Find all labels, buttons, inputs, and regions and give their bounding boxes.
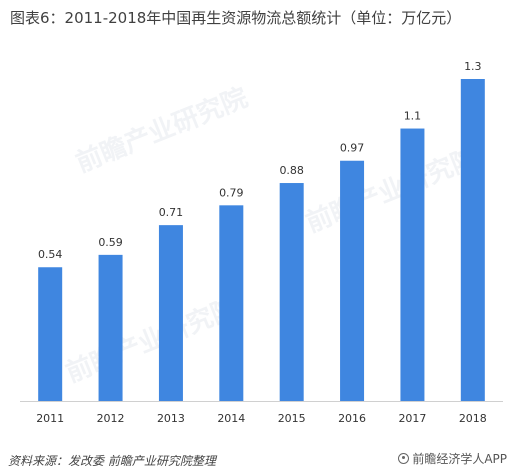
brand-text: 前瞻经济学人APP xyxy=(412,452,507,466)
data-label-2017: 1.1 xyxy=(404,110,422,123)
data-label-2018: 1.3 xyxy=(464,60,482,73)
data-label-2012: 0.59 xyxy=(98,236,123,249)
x-tick-label-2013: 2013 xyxy=(157,412,185,425)
x-tick-label-2015: 2015 xyxy=(278,412,306,425)
bar-2014 xyxy=(219,205,244,401)
data-label-2011: 0.54 xyxy=(38,248,63,261)
bar-2016 xyxy=(340,160,365,401)
bar-2013 xyxy=(158,225,183,401)
bar-2011 xyxy=(38,267,63,401)
x-tick-label-2016: 2016 xyxy=(338,412,366,425)
bar-2012 xyxy=(98,254,123,401)
x-tick-label-2017: 2017 xyxy=(398,412,426,425)
x-tick-label-2011: 2011 xyxy=(36,412,64,425)
bar-2017 xyxy=(400,128,425,402)
bar-2015 xyxy=(279,183,304,401)
x-tick-label-2014: 2014 xyxy=(217,412,245,425)
x-tick-label-2018: 2018 xyxy=(459,412,487,425)
x-tick-label-2012: 2012 xyxy=(97,412,125,425)
data-label-2014: 0.79 xyxy=(219,186,244,199)
brand-logo-icon xyxy=(398,453,410,464)
chart-title: 图表6：2011-2018年中国再生资源物流总额统计（单位：万亿元） xyxy=(10,9,462,27)
brand-label: 前瞻经济学人APP xyxy=(398,450,507,467)
data-label-2015: 0.88 xyxy=(279,164,304,177)
data-label-2013: 0.71 xyxy=(159,206,184,219)
data-label-2016: 0.97 xyxy=(340,142,365,155)
bar-2018 xyxy=(460,79,485,401)
source-note: 资料来源：发改委 前瞻产业研究院整理 xyxy=(8,454,216,468)
